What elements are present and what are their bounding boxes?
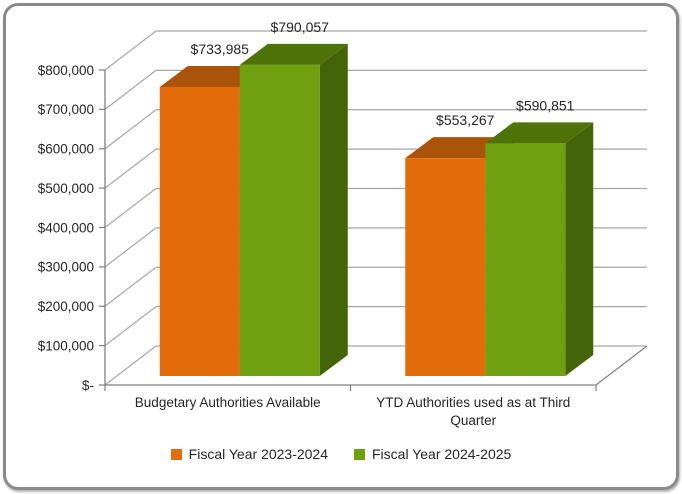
data-label: $590,851	[516, 97, 575, 113]
y-axis-label: $500,000	[38, 181, 94, 196]
y-axis-label: $200,000	[38, 299, 94, 314]
gridline-side-wall	[104, 266, 157, 307]
y-axis-label: $-	[82, 378, 94, 393]
bar-top-fiscal-year-2024-2025-cat2	[485, 122, 594, 144]
bar-fiscal-year-2024-2025-cat2	[485, 143, 566, 376]
bar-fiscal-year-2024-2025-cat1	[239, 64, 320, 377]
legend-label-fiscal-year-2024-2025: Fiscal Year 2024-2025	[372, 446, 512, 462]
gridline-side-wall	[104, 148, 157, 189]
gridline-side-wall	[104, 306, 157, 347]
bar-fiscal-year-2023-2024-cat2	[405, 158, 486, 376]
category-label: Quarter	[450, 413, 496, 428]
legend-marker-fiscal-year-2023-2024	[170, 448, 182, 460]
data-label: $553,267	[436, 112, 495, 128]
y-axis-label: $600,000	[38, 142, 94, 157]
gridline-side-wall	[104, 30, 157, 71]
legend-label-fiscal-year-2023-2024: Fiscal Year 2023-2024	[188, 446, 328, 462]
gridline-side-wall	[104, 109, 157, 150]
gridline-side-wall	[104, 69, 157, 110]
legend-item-fiscal-year-2023-2024: Fiscal Year 2023-2024	[170, 446, 328, 462]
chart-legend: Fiscal Year 2023-2024 Fiscal Year 2024-2…	[0, 447, 682, 461]
gridline-side-wall	[104, 227, 157, 268]
bar-side-fiscal-year-2024-2025-cat2	[565, 122, 594, 376]
gridline-side-wall	[104, 188, 157, 228]
bar-fiscal-year-2023-2024-cat1	[159, 86, 240, 376]
y-axis-label: $800,000	[38, 63, 94, 78]
data-label: $733,985	[191, 41, 250, 57]
legend-item-fiscal-year-2024-2025: Fiscal Year 2024-2025	[354, 447, 511, 461]
legend-marker-fiscal-year-2024-2025	[354, 448, 365, 460]
category-label: Budgetary Authorities Available	[135, 395, 321, 410]
floor-right-edge	[595, 345, 648, 386]
gridline-side-wall	[104, 345, 157, 386]
data-label: $790,057	[271, 19, 330, 35]
y-axis-label: $700,000	[38, 102, 94, 117]
bar-top-fiscal-year-2024-2025-cat1	[239, 43, 348, 65]
y-axis-label: $300,000	[38, 260, 94, 275]
y-axis-label: $100,000	[38, 338, 94, 353]
chart-canvas: $- $100,000 $200,000 $300,000 $400,000 $500,0…	[38, 19, 648, 428]
bar-side-fiscal-year-2024-2025-cat1	[319, 43, 348, 376]
y-axis-label: $400,000	[38, 220, 94, 235]
category-label: YTD Authorities used as at Third	[376, 395, 570, 410]
